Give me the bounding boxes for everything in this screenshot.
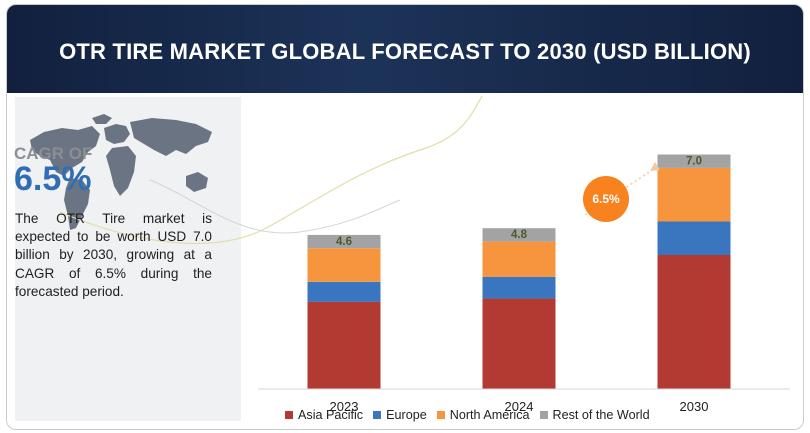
- cagr-value: 6.5%: [14, 160, 92, 198]
- header-banner: OTR TIRE MARKET GLOBAL FORECAST TO 2030 …: [7, 5, 803, 93]
- world-map-icon: [30, 114, 212, 230]
- legend-swatch: [436, 411, 445, 419]
- bar-segment-2023-europe: [307, 281, 381, 302]
- bar-segment-2023-north-america: [307, 248, 381, 282]
- growth-arrow-line: [584, 167, 656, 216]
- legend-swatch: [373, 411, 382, 419]
- chart-legend: Asia Pacific Europe North America Rest of t…: [285, 408, 660, 422]
- x-tick-label-2030: 2030: [680, 399, 709, 414]
- bar-segment-2030-north-america: [657, 167, 731, 222]
- bar-segment-2030-asia-pacific: [657, 255, 731, 389]
- total-label-2023: 4.6: [336, 236, 352, 248]
- growth-badge-label: 6.5%: [592, 192, 620, 206]
- bar-segment-2024-north-america: [482, 241, 556, 277]
- bar-segment-2030-rest-of-the-world: [657, 154, 731, 168]
- bar-segment-2023-rest-of-the-world: [307, 234, 381, 249]
- bar-segment-2024-asia-pacific: [482, 298, 556, 389]
- legend-item-rest-of-the-world: Rest of the World: [539, 408, 650, 422]
- bars-group: 4.6 2023 4.8 2024 7.0 2030: [307, 154, 731, 414]
- legend-swatch: [539, 411, 548, 419]
- bar-segment-2024-europe: [482, 276, 556, 299]
- legend-item-north-america: North America: [436, 408, 530, 422]
- legend-item-europe: Europe: [373, 408, 427, 422]
- x-tick-label-2024: 2024: [505, 399, 534, 414]
- legend-label: Rest of the World: [552, 408, 650, 422]
- decorative-trend-curve-2: [149, 179, 401, 234]
- growth-badge: [583, 176, 629, 222]
- x-tick-label-2023: 2023: [330, 399, 359, 414]
- legend-label: Europe: [386, 408, 427, 422]
- legend-item-asia-pacific: Asia Pacific: [285, 408, 363, 422]
- decorative-trend-curve: [59, 95, 483, 244]
- cagr-label: CAGR OF: [14, 144, 93, 163]
- legend-swatch: [285, 411, 293, 419]
- bar-segment-2023-asia-pacific: [307, 301, 381, 389]
- legend-label: Asia Pacific: [298, 408, 364, 422]
- market-description: The OTR Tire market is expected to be wo…: [15, 211, 212, 299]
- total-label-2030: 7.0: [686, 156, 702, 168]
- growth-arrow-head: [650, 162, 660, 171]
- legend-label: North America: [449, 408, 530, 422]
- bar-segment-2030-europe: [657, 221, 731, 255]
- chart-title: OTR TIRE MARKET GLOBAL FORECAST TO 2030 …: [59, 39, 751, 64]
- total-label-2024: 4.8: [511, 229, 528, 241]
- bar-segment-2024-rest-of-the-world: [482, 228, 556, 242]
